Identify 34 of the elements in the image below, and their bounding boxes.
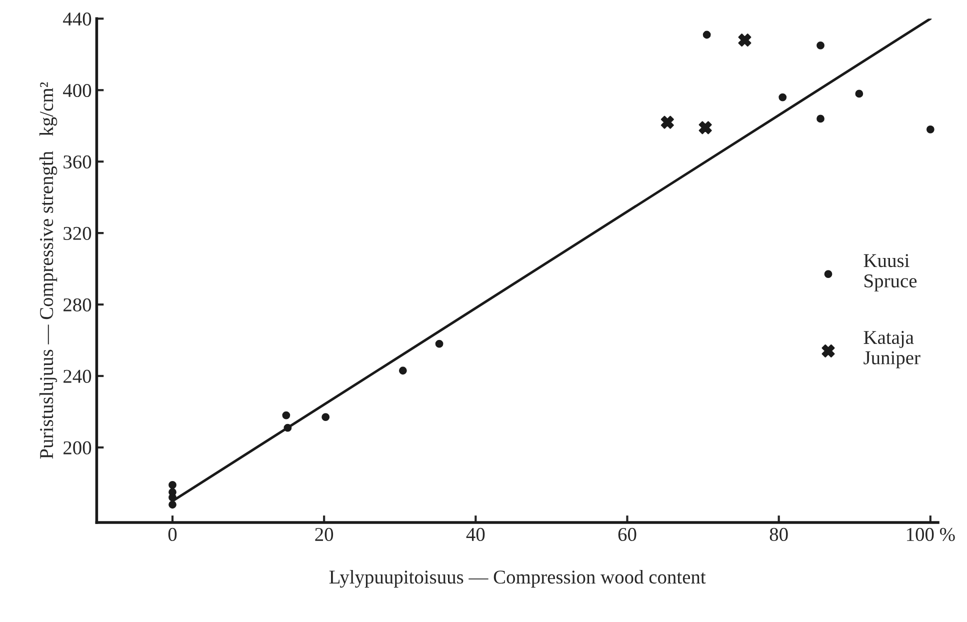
point	[816, 42, 824, 50]
point	[282, 411, 290, 420]
point	[698, 121, 712, 134]
x-tick-label: 20	[315, 528, 334, 542]
point	[660, 116, 674, 129]
point	[816, 114, 824, 123]
point	[435, 340, 444, 348]
y-axis-title: Puristuslujuus — Compressive strength kg/cm²	[39, 82, 58, 459]
point	[398, 366, 407, 375]
legend-label: Kataja Juniper	[864, 330, 920, 368]
x-tick-label: 40	[466, 528, 485, 542]
point	[168, 500, 176, 509]
x-tick-label: 100 %	[907, 528, 955, 542]
y-tick-label: 440	[63, 12, 92, 26]
legend-label: Kuusi Spruce	[864, 254, 917, 292]
y-tick-label: 360	[64, 155, 92, 169]
x-axis-title: Lylypuupitoisuus — Compression wood content	[329, 570, 706, 588]
y-tick-label: 200	[64, 441, 92, 454]
x-tick-label: 80	[770, 528, 788, 542]
y-tick-label: 240	[64, 370, 92, 383]
point	[168, 494, 176, 502]
point	[168, 481, 176, 489]
y-tick-label: 320	[64, 226, 92, 240]
y-tick-label: 280	[64, 298, 92, 312]
x-tick-label: 60	[618, 528, 636, 542]
point	[702, 30, 711, 39]
point	[322, 413, 330, 422]
point	[284, 424, 292, 432]
point	[778, 93, 787, 102]
y-tick-label: 400	[63, 84, 92, 98]
x-tick-label: 0	[168, 528, 177, 542]
point	[855, 90, 864, 98]
point	[926, 125, 934, 134]
point	[738, 34, 752, 47]
